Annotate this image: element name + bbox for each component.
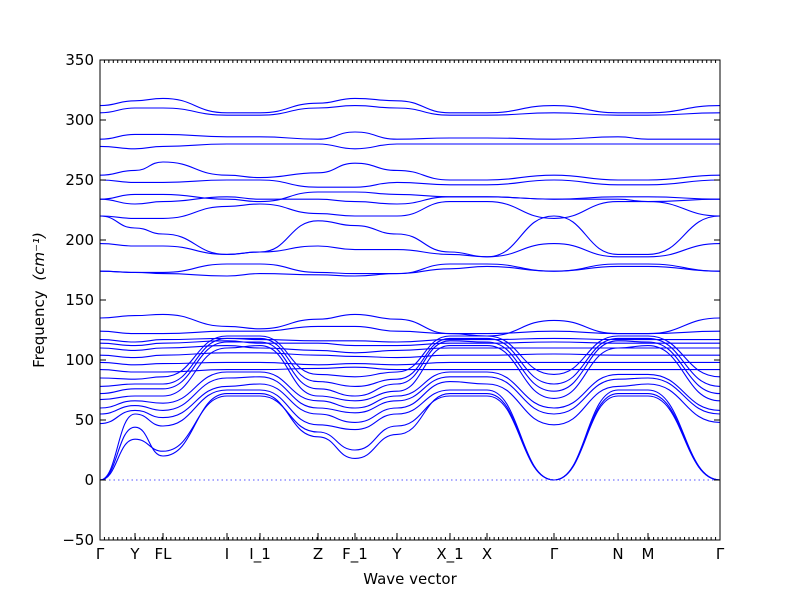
x-tick-label: I — [225, 545, 229, 563]
band-26 — [99, 179, 721, 188]
band-16 — [99, 337, 720, 343]
x-tick-label: F_1 — [342, 545, 368, 564]
band-1 — [99, 393, 721, 481]
y-axis-label-name: Frequency — [30, 290, 48, 368]
band-28 — [99, 143, 720, 150]
band-17 — [99, 325, 721, 335]
band-8 — [99, 340, 721, 397]
band-6 — [99, 371, 721, 411]
x-tick-label: N — [612, 545, 623, 563]
plot-frame — [99, 59, 721, 541]
y-tick-label: 350 — [65, 51, 94, 69]
y-tick-label: 200 — [65, 231, 94, 249]
x-tick-label: Γ — [716, 545, 725, 563]
y-tick-label: 0 — [84, 471, 94, 489]
band-31 — [99, 97, 721, 114]
band-24 — [99, 196, 721, 205]
band-27 — [99, 161, 721, 181]
band-30 — [99, 105, 721, 116]
y-axis-label: Frequency (cm⁻¹) — [30, 232, 48, 368]
band-4 — [99, 381, 721, 426]
band-13 — [99, 352, 720, 359]
band-14 — [99, 345, 720, 354]
band-10 — [99, 335, 721, 380]
x-tick-label: Γ — [96, 545, 105, 563]
band-3 — [99, 389, 721, 481]
band-9 — [99, 337, 721, 387]
y-axis: −50 0 50 100 150 200 250 300 350 — [62, 51, 720, 549]
x-tick-label: X — [482, 545, 492, 563]
band-19 — [99, 263, 721, 275]
band-2 — [99, 395, 721, 481]
band-25 — [99, 191, 721, 203]
y-tick-label: 50 — [75, 411, 94, 429]
x-tick-label: FL — [155, 545, 173, 563]
x-tick-label: X_1 — [436, 545, 463, 564]
y-tick-label: 150 — [65, 291, 94, 309]
band-22 — [99, 215, 721, 258]
y-tick-label: 300 — [65, 111, 94, 129]
band-11 — [99, 366, 720, 373]
band-18 — [99, 313, 721, 337]
x-axis-label: Wave vector — [363, 570, 457, 588]
x-tick-label: Y — [391, 545, 402, 563]
band-5 — [99, 376, 721, 415]
band-21 — [99, 243, 721, 258]
band-29 — [99, 131, 720, 140]
x-tick-label: Γ — [550, 545, 559, 563]
x-tick-label: M — [642, 545, 655, 563]
y-tick-label: 250 — [65, 171, 94, 189]
band-12 — [99, 361, 720, 366]
band-20 — [99, 265, 721, 277]
y-axis-label-unit: (cm⁻¹) — [30, 232, 48, 281]
x-tick-label: Z — [313, 545, 323, 563]
x-tick-label: I_1 — [249, 545, 270, 564]
x-tick-label: Y — [129, 545, 140, 563]
y-tick-label: −50 — [62, 531, 94, 549]
band-lines — [99, 97, 721, 481]
band-23 — [99, 201, 721, 219]
y-tick-label: 100 — [65, 351, 94, 369]
band-15 — [99, 340, 720, 347]
x-axis: Γ Y FL I I_1 Z F_1 Y X_1 X Γ N M Γ — [96, 60, 725, 564]
